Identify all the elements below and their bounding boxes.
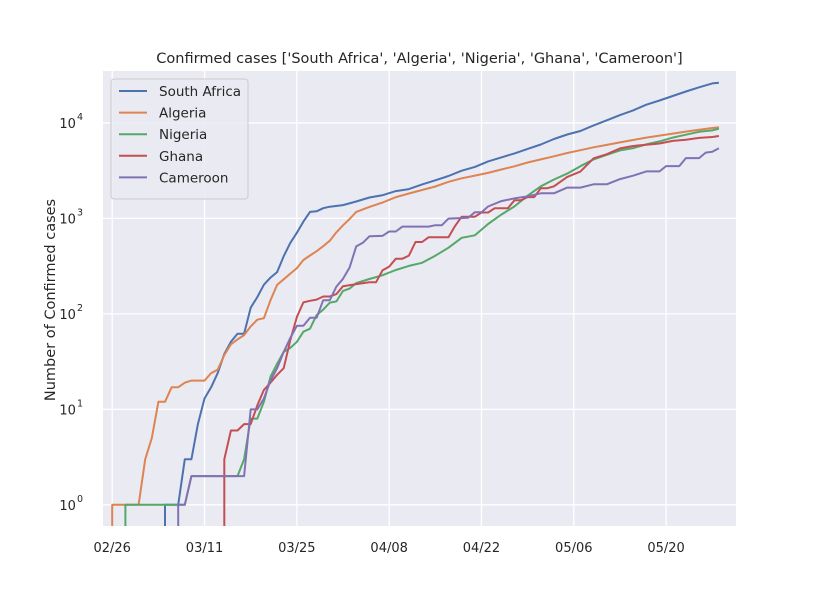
x-tick-label: 04/22	[463, 541, 500, 556]
series-lines	[111, 81, 720, 526]
x-tick-label: 02/26	[93, 541, 130, 556]
y-axis: 100 101 102 103 104	[59, 112, 83, 514]
x-tick-label: 03/11	[186, 541, 223, 556]
y-tick-label: 102	[59, 303, 83, 323]
series-line-cameroon	[177, 147, 720, 526]
series-line-algeria	[111, 126, 720, 526]
y-tick-label: 103	[59, 207, 83, 227]
legend-label-algeria: Algeria	[159, 106, 206, 122]
legend-label-ghana: Ghana	[159, 149, 203, 165]
legend-label-cameroon: Cameroon	[159, 170, 228, 186]
x-tick-label: 03/25	[278, 541, 315, 556]
y-axis-label: Number of Confirmed cases	[43, 199, 59, 401]
x-tick-label: 04/08	[370, 541, 407, 556]
grid-lines	[103, 71, 736, 526]
y-tick-label: 101	[59, 398, 83, 418]
legend-label-nigeria: Nigeria	[159, 127, 207, 143]
legend: South Africa Algeria Nigeria Ghana Cameroon	[110, 78, 249, 200]
x-tick-label: 05/06	[555, 541, 592, 556]
legend-label-south-africa: South Africa	[159, 84, 241, 100]
y-tick-label: 104	[59, 112, 83, 132]
x-axis: 02/26 03/11 03/25 04/08 04/22 05/06 05/20	[93, 541, 684, 556]
chart-title: Confirmed cases ['South Africa', 'Algeri…	[156, 51, 682, 67]
series-line-ghana	[223, 135, 720, 526]
x-tick-label: 05/20	[647, 541, 684, 556]
legend-box	[110, 78, 249, 200]
y-tick-label: 100	[59, 494, 83, 514]
